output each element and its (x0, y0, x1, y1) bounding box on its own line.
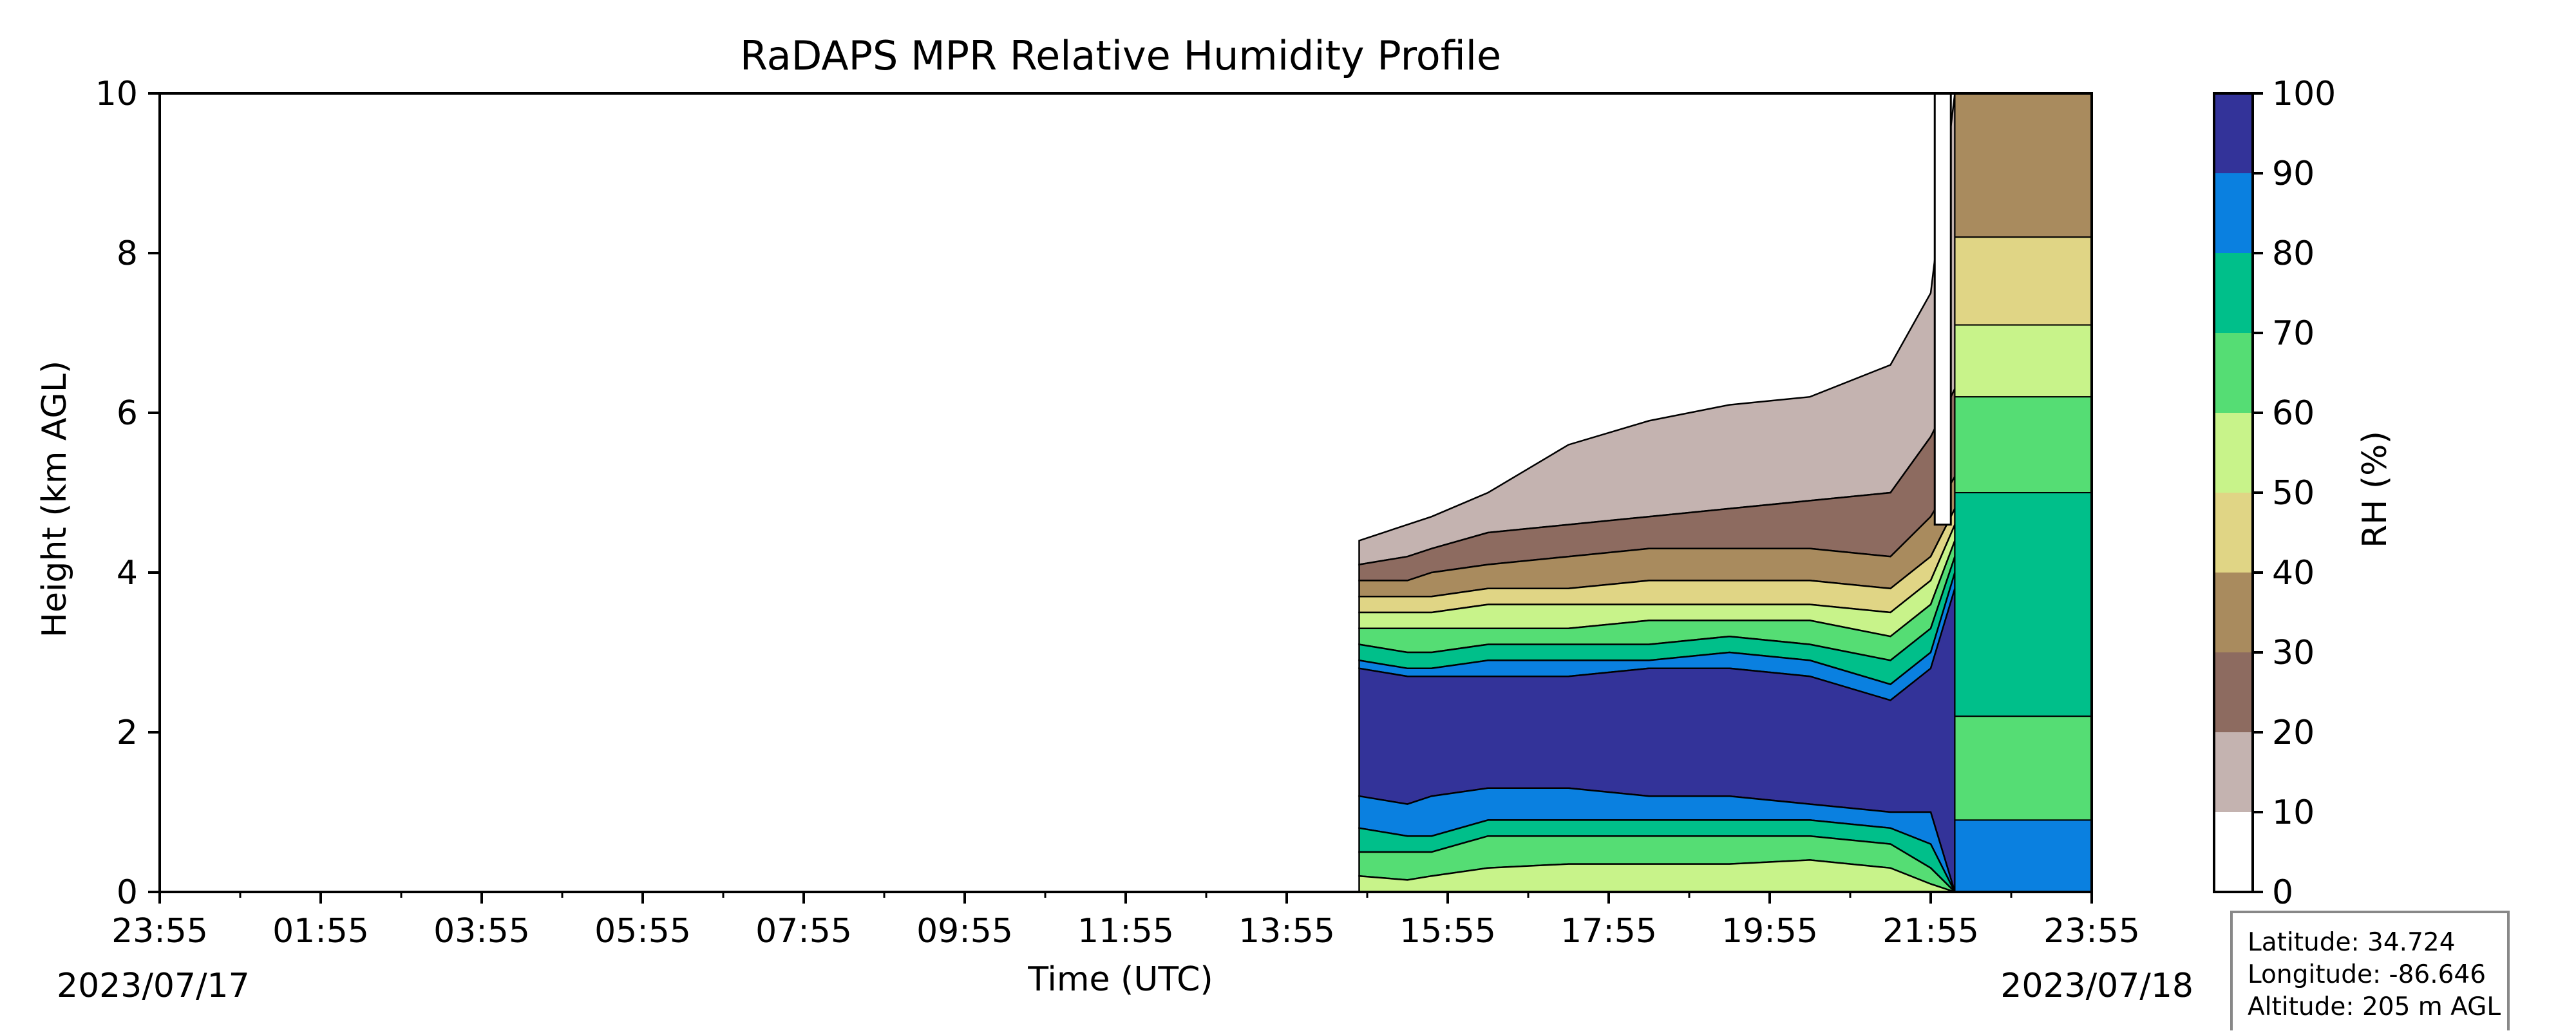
y-axis: 0 2 4 6 8 10 (95, 75, 160, 912)
colorbar-segment (2214, 493, 2253, 573)
x-tick-label: 17:55 (1560, 912, 1657, 951)
end-date-label: 2023/07/18 (2000, 967, 2193, 1005)
x-tick-label: 13:55 (1238, 912, 1335, 951)
y-tick-label: 0 (117, 873, 138, 912)
info-box: Latitude: 34.724 Longitude: -86.646 Alti… (2230, 911, 2510, 1033)
x-tick-label: 23:55 (111, 912, 208, 951)
colorbar-tick-label: 40 (2272, 554, 2315, 592)
y-tick-label: 10 (95, 75, 138, 113)
x-tick-label: 15:55 (1399, 912, 1496, 951)
colorbar-segment (2214, 812, 2253, 892)
rh-late-band (1954, 396, 2092, 494)
x-axis: 23:55 01:55 03:55 05:55 07:55 09:55 11:55 13:55… (111, 892, 2140, 951)
colorbar-tick-label: 20 (2272, 714, 2315, 752)
x-tick-label: 19:55 (1721, 912, 1818, 951)
y-tick-label: 8 (117, 234, 138, 273)
y-tick-label: 4 (117, 554, 138, 592)
colorbar-segment (2214, 652, 2253, 732)
y-tick-label: 6 (117, 394, 138, 433)
colorbar-tick-label: 90 (2272, 155, 2315, 193)
x-tick-label: 03:55 (433, 912, 530, 951)
rh-late-band (1954, 492, 2092, 717)
x-tick-label: 07:55 (755, 912, 852, 951)
colorbar: 0 10 20 30 40 50 60 70 80 90 100 (2213, 75, 2336, 912)
colorbar-tick-label: 100 (2272, 75, 2336, 113)
x-tick-label: 21:55 (1882, 912, 1979, 951)
start-date-label: 2023/07/17 (57, 967, 250, 1005)
y-axis-label: Height (km AGL) (35, 361, 74, 638)
colorbar-label: RH (%) (2356, 431, 2394, 548)
rh-late-band (1954, 716, 2092, 821)
x-tick-label: 09:55 (916, 912, 1013, 951)
colorbar-tick-label: 50 (2272, 474, 2315, 513)
colorbar-tick-label: 70 (2272, 314, 2315, 353)
colorbar-tick-label: 0 (2272, 873, 2293, 912)
rh-late-band (1954, 236, 2092, 326)
x-tick-label: 11:55 (1077, 912, 1174, 951)
chart-title: RaDAPS MPR Relative Humidity Profile (740, 32, 1501, 79)
colorbar-segment (2214, 93, 2253, 173)
data-gap (1933, 92, 1952, 526)
x-tick-label: 05:55 (594, 912, 691, 951)
colorbar-segment (2214, 573, 2253, 652)
rh-late-band (1954, 93, 2092, 238)
rh-late-band (1954, 819, 2092, 893)
colorbar-segment (2214, 173, 2253, 253)
colorbar-tick-label: 10 (2272, 793, 2315, 832)
colorbar-tick-label: 80 (2272, 234, 2315, 273)
info-longitude: Longitude: -86.646 (2248, 960, 2486, 989)
x-tick-label: 23:55 (2043, 912, 2140, 951)
colorbar-segment (2214, 253, 2253, 333)
y-tick-label: 2 (117, 714, 138, 752)
info-latitude: Latitude: 34.724 (2248, 928, 2456, 957)
plot-area (158, 92, 2093, 893)
colorbar-segment (2214, 732, 2253, 812)
colorbar-segment (2214, 333, 2253, 413)
colorbar-tick-label: 30 (2272, 634, 2315, 672)
rh-late-band (1954, 324, 2092, 398)
colorbar-tick-label: 60 (2272, 394, 2315, 433)
colorbar-segment (2214, 413, 2253, 493)
x-axis-label: Time (UTC) (1027, 960, 1213, 999)
info-altitude: Altitude: 205 m AGL (2248, 992, 2501, 1021)
x-tick-label: 01:55 (272, 912, 369, 951)
